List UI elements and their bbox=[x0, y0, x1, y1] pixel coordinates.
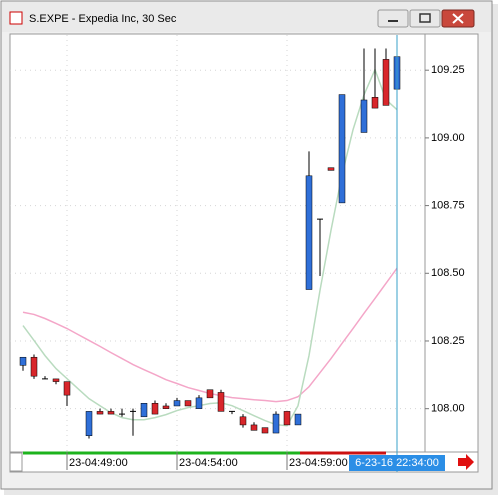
cursor-label: 6-23-16 22:34:00 bbox=[355, 457, 439, 469]
candle-body bbox=[52, 378, 60, 382]
x-tick-label: 23-04:59:00 bbox=[289, 457, 348, 469]
y-tick-label: 109.25 bbox=[431, 64, 465, 76]
candle-body bbox=[305, 175, 313, 290]
restore-icon bbox=[419, 13, 431, 23]
candle-body bbox=[173, 400, 181, 407]
close-icon bbox=[452, 13, 464, 24]
corner-box bbox=[9, 452, 23, 472]
app-icon bbox=[9, 11, 23, 25]
candle-body bbox=[338, 94, 346, 204]
y-tick-label: 109.00 bbox=[431, 132, 465, 144]
candle-body bbox=[327, 167, 335, 171]
candle-body bbox=[151, 403, 159, 415]
minimize-button[interactable] bbox=[377, 9, 409, 28]
candle-body bbox=[283, 411, 291, 426]
candle-body bbox=[261, 427, 269, 434]
candle-body bbox=[107, 411, 115, 415]
candle-body bbox=[217, 392, 225, 412]
candle-body bbox=[239, 416, 247, 426]
plot: 108.00 108.25 108.50 108.75 109.00 109.25 23-0… bbox=[10, 35, 465, 472]
candle-body bbox=[184, 400, 192, 407]
chart-area bbox=[9, 33, 479, 473]
candle-body bbox=[140, 403, 148, 418]
candle-body bbox=[250, 424, 258, 431]
candle-body bbox=[195, 397, 203, 409]
y-tick-label: 108.50 bbox=[431, 267, 465, 279]
candle-body bbox=[206, 389, 214, 399]
candle-body bbox=[30, 356, 38, 377]
candle-body bbox=[63, 381, 71, 396]
candle-body bbox=[85, 411, 93, 437]
y-tick-label: 108.75 bbox=[431, 199, 465, 211]
candle-body bbox=[382, 59, 390, 106]
cursor-label-bg bbox=[349, 455, 445, 471]
moving-average bbox=[22, 67, 398, 427]
candle-body bbox=[96, 411, 104, 415]
candle-body bbox=[371, 97, 379, 109]
candle-body bbox=[272, 413, 280, 434]
candle-body bbox=[162, 405, 170, 409]
candle-body bbox=[294, 413, 302, 426]
restore-button[interactable] bbox=[409, 9, 441, 28]
scroll-arrow[interactable] bbox=[458, 454, 474, 470]
x-tick-label: 23-04:49:00 bbox=[69, 457, 128, 469]
y-tick-label: 108.25 bbox=[431, 335, 465, 347]
candle-body bbox=[360, 99, 368, 133]
candle-body bbox=[19, 356, 27, 366]
window-title: S.EXPE - Expedia Inc, 30 Sec bbox=[29, 13, 177, 25]
y-tick-label: 108.00 bbox=[431, 403, 465, 415]
x-tick-label: 23-04:54:00 bbox=[179, 457, 238, 469]
